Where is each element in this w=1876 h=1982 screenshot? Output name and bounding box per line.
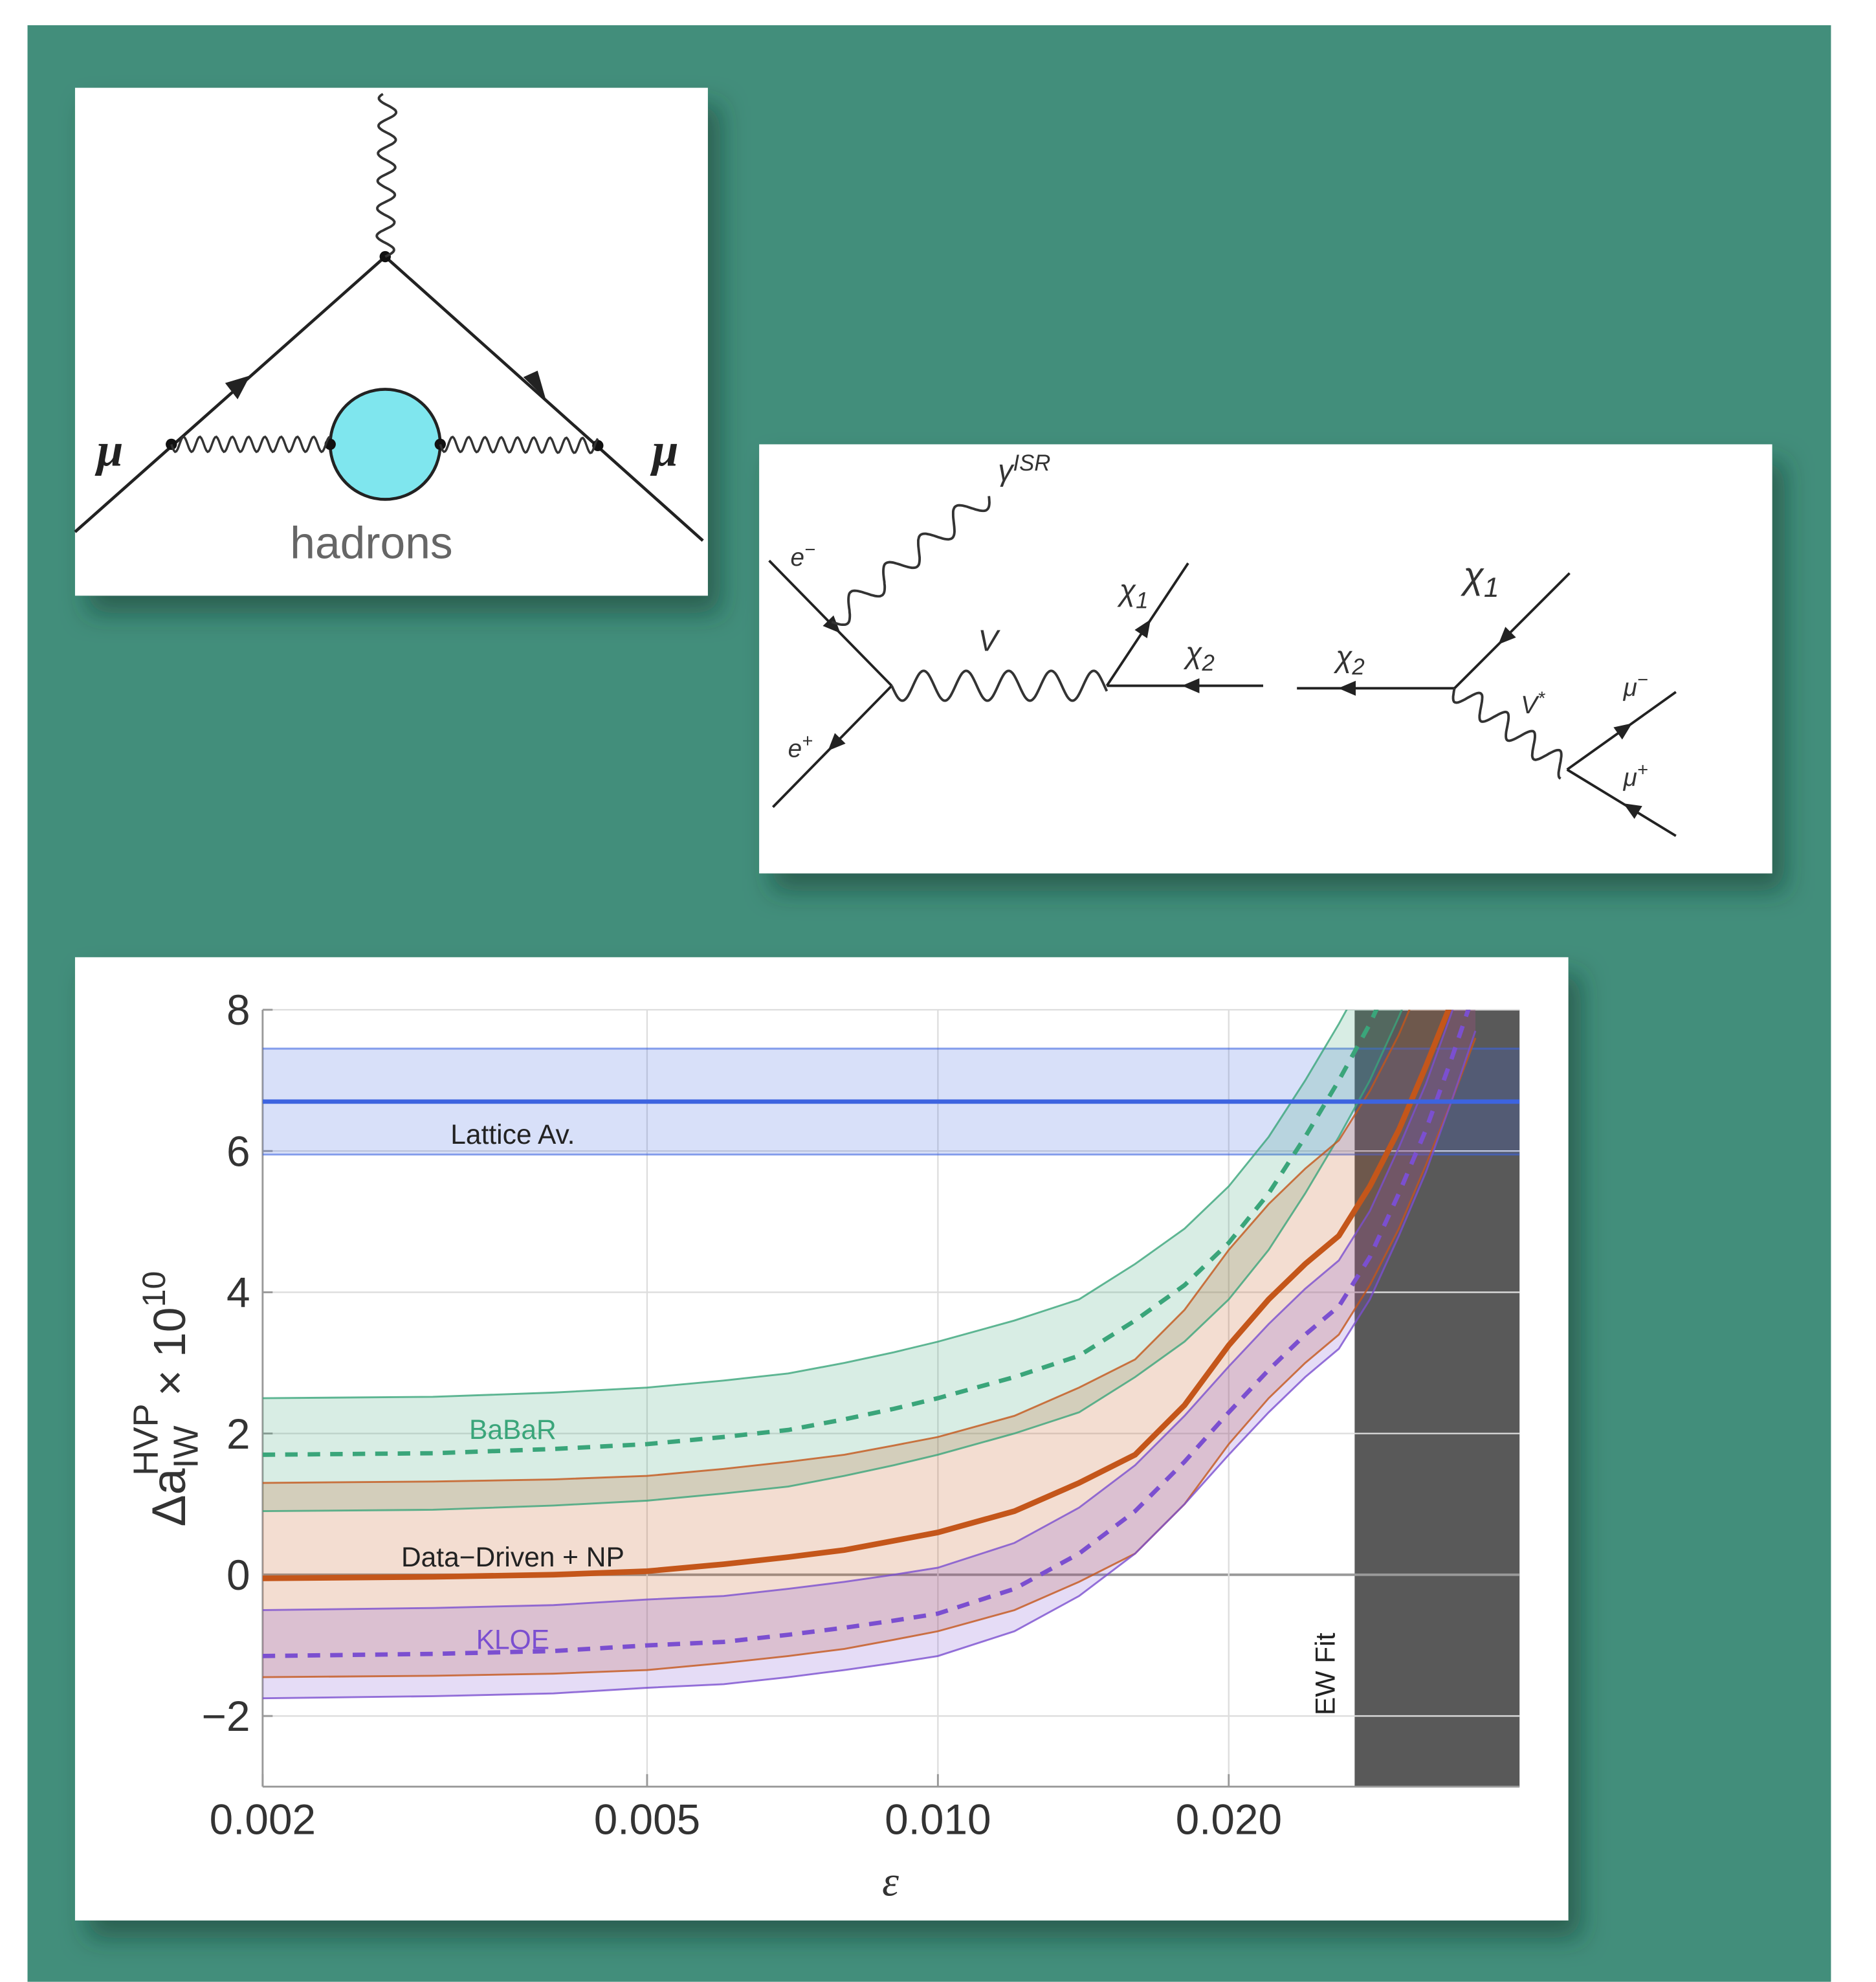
band-edge (262, 1009, 1403, 1513)
label-sup: + (802, 731, 813, 752)
band-edge (262, 1009, 1348, 1399)
y-tick-label: 0 (226, 1552, 250, 1599)
label-base: V (1521, 691, 1539, 719)
x-tick-label: 0.002 (210, 1796, 316, 1843)
production-diagram: γISR e− e+ V χ1 χ2 χ2 χ1 V* μ− μ+ (759, 444, 1772, 874)
series-line (262, 1009, 1452, 1581)
band-edge (262, 1009, 1411, 1484)
y-tick-label: 4 (226, 1269, 250, 1317)
label-sup: − (1637, 669, 1648, 690)
series-label: Data−Driven + NP (401, 1542, 624, 1573)
chart-panel (74, 957, 1569, 1921)
y-tick-label: 6 (226, 1128, 250, 1175)
chi-label: χ2 (1183, 636, 1215, 676)
fermion-line (74, 255, 386, 533)
label-base: μ (1623, 764, 1637, 792)
series-label: BaBaR (469, 1415, 557, 1445)
mu-plus-label: μ+ (1623, 760, 1648, 792)
v-star-label: V* (1521, 688, 1546, 719)
y-tick-label: −2 (202, 1693, 250, 1740)
y-tick-label: 8 (226, 986, 250, 1034)
e-plus-label: e+ (788, 731, 813, 763)
hadrons-label: hadrons (290, 517, 452, 568)
e-minus-label: e− (790, 539, 815, 571)
label-sub: 2 (1201, 651, 1214, 676)
label-base: χ (1333, 640, 1352, 673)
label-base: χ (1460, 555, 1484, 597)
arrow (822, 615, 841, 634)
plot-area (262, 1009, 1520, 1700)
y-axis-label: ΔaIWHVP × 1010 (127, 1271, 206, 1527)
label-base: γ (998, 453, 1015, 487)
series-line (262, 1009, 1379, 1457)
label-base: χ (1117, 573, 1136, 607)
photon (439, 435, 599, 454)
uncertainty-band (262, 1009, 1475, 1678)
x-tick-label: 0.020 (1176, 1796, 1282, 1843)
label-sup: * (1538, 688, 1546, 709)
arrow (1134, 619, 1151, 638)
fermion-line (1566, 768, 1677, 837)
band-edge (262, 1038, 1477, 1678)
band-edge (262, 1030, 1477, 1700)
hvp-diagram: μ μ hadrons (74, 87, 708, 596)
label-base: χ (1183, 636, 1202, 670)
fermion-line (384, 255, 704, 542)
v-label: V (978, 623, 1000, 657)
band-edge (262, 1009, 1454, 1611)
label-sub: 1 (1136, 589, 1148, 614)
uncertainty-band (262, 1009, 1402, 1511)
photon (1451, 687, 1563, 780)
chi-label: χ1 (1117, 573, 1149, 614)
mu-label: μ (650, 423, 679, 476)
x-tick-label: 0.010 (885, 1796, 991, 1843)
label-sup: − (804, 539, 815, 560)
arrow (523, 370, 546, 399)
x-axis-label: ε (882, 1858, 899, 1905)
x-tick-label: 0.005 (594, 1796, 700, 1843)
arrow (1623, 803, 1642, 819)
y-tick-label: 2 (226, 1410, 250, 1458)
label-base: Δa (142, 1468, 195, 1526)
arrow (225, 375, 250, 399)
photon (170, 435, 331, 454)
photon (890, 669, 1109, 702)
label-sub: IW (166, 1425, 205, 1468)
mu-minus-label: μ− (1623, 669, 1648, 701)
label-sup: HVP (127, 1403, 166, 1475)
label-base: e (788, 735, 802, 763)
excluded-label: EW Fit (1310, 1632, 1341, 1715)
arrow (1182, 678, 1200, 694)
photon (831, 496, 991, 627)
label-base: e (790, 544, 804, 572)
reference-label: Lattice Av. (450, 1120, 575, 1150)
gamma-label: γISR (998, 451, 1050, 487)
series-label: KLOE (476, 1625, 549, 1656)
chart: EW Fit −2 0 2 4 6 8 0.002 0.005 0.010 0.020 BaBaR Da… (202, 986, 1520, 1843)
mu-label: μ (94, 423, 124, 476)
label-base: μ (1623, 674, 1637, 702)
fermion-line (1453, 572, 1571, 689)
hadron-blob (328, 388, 442, 501)
chi-label: χ1 (1460, 555, 1499, 604)
label-sub: 2 (1351, 655, 1364, 680)
arrow (1613, 723, 1633, 740)
series-line (262, 1009, 1471, 1658)
photon (375, 93, 398, 258)
panel (759, 444, 1772, 874)
label-exp: 10 (136, 1271, 172, 1308)
arrow (828, 733, 846, 751)
chi-label: χ2 (1333, 640, 1365, 680)
label-sup: ISR (1013, 451, 1050, 476)
uncertainty-band (262, 1009, 1475, 1698)
label-sub: 1 (1484, 573, 1499, 603)
label-times: × 10 (144, 1308, 195, 1396)
arrow (1498, 627, 1516, 645)
label-sup: + (1637, 760, 1648, 781)
arrow (1338, 680, 1356, 696)
